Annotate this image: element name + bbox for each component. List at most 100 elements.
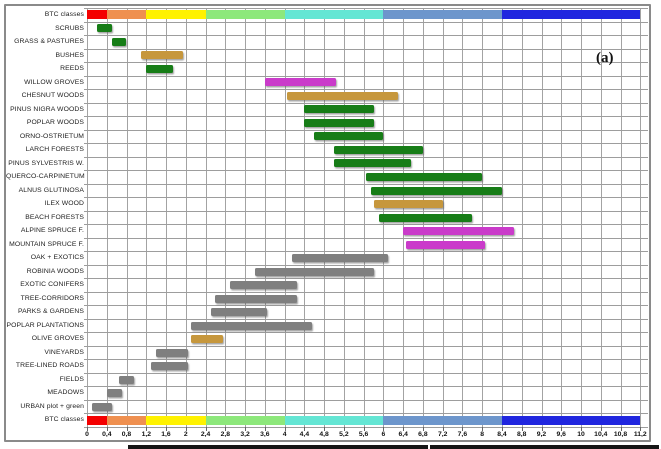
range-bar [111,37,127,46]
page-edge-line [128,445,428,449]
row-label: REEDS [60,65,84,73]
row-label: PINUS NIGRA WOODS [10,105,84,113]
grid-hline [84,372,648,374]
grid-hline [84,183,648,185]
grid-hline [84,332,648,334]
row-label: ORNO-OSTRIETUM [19,132,84,140]
row-label: ILEX WOOD [44,200,84,208]
range-bar [91,402,112,411]
grid-hline [84,318,648,320]
x-axis-tick [600,427,602,431]
row-label: BTC classes [44,416,84,424]
grid-vline [324,8,326,427]
grid-vline [541,8,543,427]
grid-vline [205,8,207,427]
grid-vline [502,8,503,427]
x-tick-label: 9,6 [556,431,566,438]
grid-vline [185,8,187,427]
x-tick-label: 9,2 [536,431,547,438]
row-label: VINEYARDS [44,348,84,356]
btc-color-scale-segment [146,10,206,20]
grid-vline [245,8,247,427]
grid-vline [482,8,484,427]
x-axis-tick [383,427,385,431]
grid-vline [146,8,148,427]
x-tick-label: 1,6 [161,431,171,438]
x-axis-tick [205,427,207,431]
grid-vline [264,8,266,427]
x-axis-tick [462,427,464,431]
x-tick-label: 10,8 [613,431,628,438]
row-label: BUSHES [55,51,84,59]
grid-vline [561,8,563,427]
btc-color-scale-segment [502,415,641,425]
grid-vline [363,8,365,427]
grid-hline [84,156,648,158]
row-label: ALNUS GLUTINOSA [18,186,84,194]
row-label: ALPINE SPRUCE F. [20,227,84,235]
btc-color-scale-segment [502,10,641,20]
row-label: MEADOWS [47,389,84,397]
x-tick-label: 7,2 [437,431,448,438]
x-axis-tick [561,427,563,431]
btc-color-scale-segment [146,415,206,425]
x-axis-tick [442,427,444,431]
row-label: OLIVE GROVES [31,335,84,343]
row-label: CHESNUT WOODS [21,92,84,100]
grid-hline [84,427,648,428]
row-label: BTC classes [44,11,84,18]
x-axis-tick [403,427,405,431]
x-tick-label: 2,8 [220,431,231,438]
range-bar [264,78,337,87]
row-label: FIELDS [59,375,84,383]
grid-hline [84,305,648,307]
grid-vline [343,8,345,427]
x-axis-tick [264,427,266,431]
x-axis-tick [324,427,326,431]
y-axis-labels: BTC classes SCRUBS GRASS & PASTURES BUSHES R… [6,8,85,427]
x-tick-label: 2 [183,431,188,438]
grid-hline [84,224,648,226]
x-tick-label: 10,4 [594,431,608,438]
grid-hline [84,116,648,118]
grid-hline [84,35,648,37]
x-axis-tick [502,427,503,431]
grid-vline [600,8,602,427]
row-label: URBAN plot + green [20,402,84,410]
btc-color-scale-segment [284,10,384,20]
grid-hline [84,197,648,199]
row-label: MOUNTAIN SPRUCE F. [9,240,84,248]
grid-hline [84,210,648,212]
x-axis-tick [581,427,582,431]
x-axis-tick [363,427,365,431]
range-bar [334,159,411,168]
x-tick-label: 5,2 [339,431,349,438]
grid-vline [640,8,642,427]
x-axis-tick [126,427,128,431]
row-label: OAK + EXOTICS [30,254,84,262]
btc-color-scale-segment [87,415,107,425]
grid-hline [84,399,648,401]
range-bar [190,335,223,344]
x-tick-label: 3,6 [260,431,270,438]
range-bar [141,51,184,60]
chart-frame [4,4,651,442]
range-bar [106,389,122,398]
row-label: QUERCO-CARPINETUM [6,173,85,181]
x-tick-label: 5,6 [358,431,369,438]
x-tick-label: 0,4 [102,431,112,438]
grid-hline [84,21,648,23]
range-bar [304,118,374,127]
grid-hline [84,89,648,91]
row-label: POPLAR PLANTATIONS [6,321,84,329]
range-bar [215,294,297,303]
x-tick-label: 7,6 [457,431,468,438]
x-tick-label: 4,8 [319,431,329,438]
x-tick-label: 11,2 [633,431,647,438]
x-axis-tick [620,427,622,431]
range-bar [292,254,389,262]
range-bar [190,321,312,330]
x-tick-label: 1,2 [141,431,152,438]
btc-color-scale-segment [284,415,384,425]
